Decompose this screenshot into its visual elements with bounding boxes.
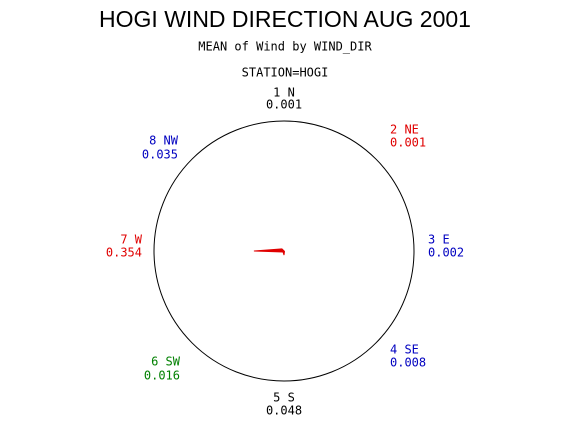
value-label: 0.035 — [142, 148, 178, 162]
star-shape — [253, 248, 285, 256]
value-label: 0.016 — [144, 369, 180, 383]
direction-label: 2 NE — [390, 123, 419, 137]
group-label: STATION=HOGI — [242, 66, 329, 80]
direction-label: 1 N — [273, 86, 295, 100]
value-label: 0.001 — [266, 98, 302, 112]
value-label: 0.002 — [428, 246, 464, 260]
value-label: 0.048 — [266, 404, 302, 418]
chart-title: HOGI WIND DIRECTION AUG 2001 — [99, 6, 471, 32]
direction-label: 5 S — [273, 391, 295, 405]
value-label: 0.008 — [390, 356, 426, 370]
value-label: 0.354 — [106, 246, 142, 260]
outline-circle — [153, 120, 415, 382]
direction-label: 6 SW — [151, 355, 181, 369]
direction-label: 8 NW — [149, 134, 179, 148]
direction-label: 3 E — [428, 233, 450, 247]
chart-subtitle: MEAN of Wind by WIND_DIR — [198, 40, 372, 54]
value-label: 0.001 — [390, 136, 426, 150]
direction-label: 4 SE — [390, 343, 419, 357]
direction-label: 7 W — [120, 233, 142, 247]
